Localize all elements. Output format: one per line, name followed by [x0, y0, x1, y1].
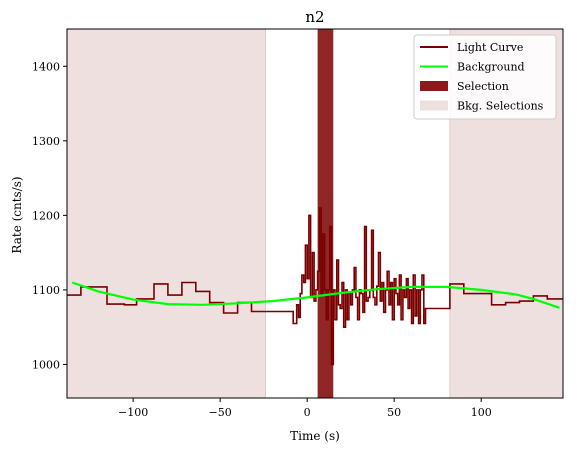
light-curve-step-fine-mid: [265, 207, 429, 366]
legend-label: Selection: [457, 80, 509, 93]
chart-title: n2: [305, 8, 324, 26]
light-curve-step-coarse-right: [429, 283, 563, 310]
background-series: [71, 281, 560, 309]
x-tick-label: −50: [209, 406, 232, 419]
x-tick-label: 100: [471, 406, 492, 419]
y-tick-label: 1100: [32, 284, 60, 297]
x-axis-label: Time (s): [290, 429, 340, 443]
x-tick-label: 0: [304, 406, 311, 419]
selection-region: [317, 29, 334, 398]
x-tick-label: −100: [118, 406, 148, 419]
light-curve-step-coarse-left: [67, 281, 266, 314]
selection-band: [317, 29, 334, 398]
legend-label: Background: [457, 61, 525, 74]
legend-label: Light Curve: [457, 41, 523, 54]
background-line: [71, 281, 560, 309]
legend-box: [413, 34, 557, 120]
plot-frame: [66, 28, 564, 399]
y-tick-label: 1400: [32, 60, 60, 73]
y-tick-label: 1000: [32, 358, 60, 371]
y-tick-label: 1200: [32, 209, 60, 222]
legend-label: Bkg. Selections: [457, 100, 544, 113]
legend: Light Curve Background Selection Bkg. Selec…: [413, 34, 557, 120]
y-axis-label: Rate (cnts/s): [10, 176, 24, 253]
legend-swatch-patch: [420, 100, 448, 111]
axis-ticks: −100 −50 0 50 100 1000 1100 1200 1300 1400: [32, 60, 492, 419]
x-tick-label: 50: [387, 406, 401, 419]
legend-swatch-patch: [420, 81, 448, 91]
bkg-selection-region: [66, 28, 266, 399]
y-tick-label: 1300: [32, 135, 60, 148]
